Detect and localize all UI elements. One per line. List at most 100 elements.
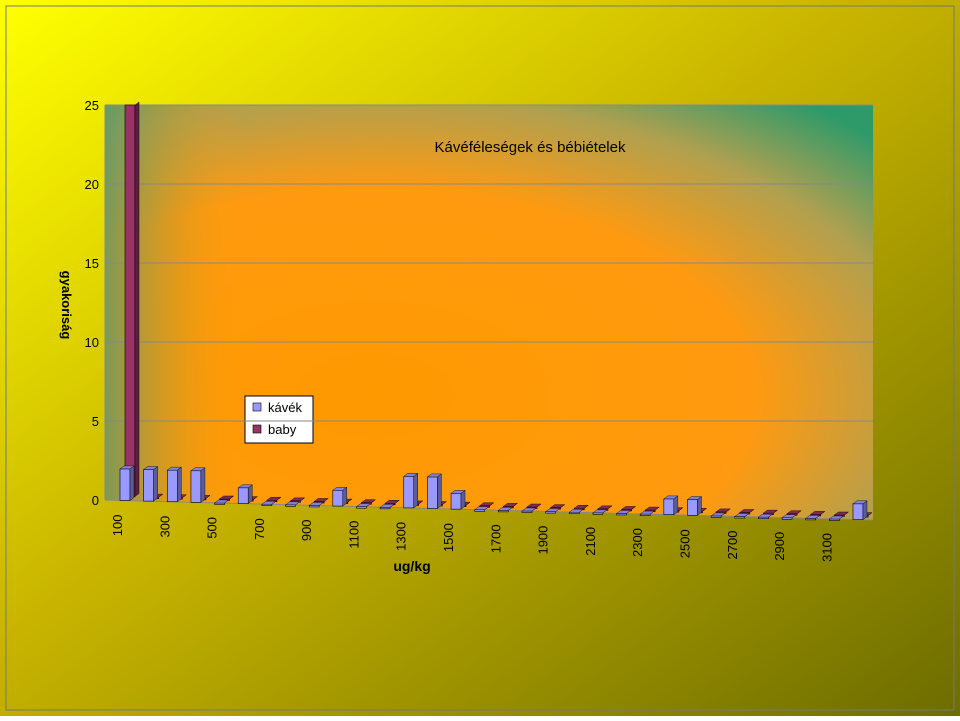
bar-top (479, 502, 495, 506)
bar-side (177, 466, 182, 503)
x-tick-label: 700 (252, 518, 267, 540)
bar (308, 505, 320, 508)
legend-swatch (252, 402, 262, 412)
bar (143, 469, 154, 502)
legend-swatch (252, 424, 262, 434)
x-tick-label: 900 (299, 519, 314, 541)
bar (237, 487, 249, 504)
bar-top (810, 511, 826, 515)
bar (852, 503, 864, 520)
bar-top (592, 509, 608, 514)
bar-top (190, 467, 206, 471)
bar-side (200, 467, 206, 503)
bar-top (313, 498, 329, 502)
bar (450, 493, 462, 510)
bar-top (403, 473, 419, 477)
bar (616, 513, 627, 516)
bar-top (289, 497, 306, 502)
bar-side (673, 495, 679, 516)
bar-top (360, 499, 377, 503)
x-tick-label: 1100 (346, 521, 361, 549)
bar-top (213, 499, 230, 504)
bar-top (686, 496, 703, 500)
bar (687, 499, 698, 516)
x-tick-label: 500 (205, 517, 220, 539)
bar (379, 506, 391, 510)
bar-top (710, 512, 726, 517)
bar (285, 504, 296, 507)
bar-top (620, 506, 637, 510)
bar-top (119, 465, 135, 470)
bar-top (550, 504, 566, 508)
x-tick-label: 1300 (394, 522, 409, 551)
bar-side (248, 484, 253, 504)
bar-top (805, 515, 821, 519)
x-tick-label: 1900 (536, 526, 551, 555)
x-tick-label: 2100 (583, 527, 598, 556)
legend-box (244, 395, 314, 444)
y-axis-title: gyakoriság (59, 271, 74, 340)
bar-side (153, 466, 158, 502)
bar (356, 506, 367, 509)
bar (568, 511, 580, 515)
bar-top (450, 490, 466, 494)
bar (781, 517, 793, 520)
bar (758, 516, 769, 519)
bar-top (474, 506, 490, 510)
y-tick-label: 15 (85, 256, 99, 271)
bar-top (663, 495, 679, 500)
bar (829, 518, 840, 521)
bar-top (266, 497, 282, 501)
bar-side (697, 496, 702, 516)
bar-top (284, 501, 301, 506)
bar-top (762, 509, 779, 514)
bar (734, 516, 746, 519)
x-tick-label: 1500 (441, 523, 456, 552)
y-tick-label: 0 (92, 493, 99, 508)
bar-top (615, 510, 632, 514)
bar (545, 511, 556, 514)
bar-top (573, 505, 589, 509)
y-tick-label: 5 (92, 414, 99, 429)
bar-side (437, 473, 442, 509)
x-axis-title: ug/kg (393, 558, 430, 574)
bar-top (757, 513, 774, 518)
bar-top (644, 506, 660, 511)
bar (663, 498, 675, 515)
bar-top (597, 505, 613, 510)
y-tick-label: 10 (85, 335, 99, 350)
bar-top (739, 509, 755, 513)
bar (214, 502, 225, 505)
bar-top (143, 466, 159, 470)
bar (124, 104, 136, 497)
bar-top (261, 501, 277, 505)
bar (190, 470, 202, 503)
x-tick-label: 2700 (725, 531, 740, 560)
bar-side (129, 465, 135, 501)
bar-top (379, 504, 395, 508)
bar-top (568, 509, 584, 513)
bar-top (502, 503, 518, 507)
bar-top (781, 514, 797, 518)
bar (710, 515, 722, 518)
bar-top (497, 507, 513, 511)
x-tick-label: 2900 (772, 532, 787, 561)
bar-top (218, 495, 235, 500)
bar-top (852, 500, 868, 505)
bar-top (166, 466, 182, 471)
bar-top (786, 510, 802, 514)
bar-top (355, 503, 372, 507)
bar (805, 518, 817, 521)
chart-title: Kávéféleségek és bébiételek (435, 139, 626, 156)
bar-side (134, 101, 140, 497)
bar (427, 476, 438, 509)
bar (498, 510, 509, 513)
bar (166, 469, 178, 503)
bar-top (833, 511, 849, 516)
legend: kávék baby (244, 395, 314, 444)
bar-top (526, 503, 542, 508)
x-tick-label: 1700 (488, 524, 503, 553)
legend-label: baby (268, 422, 297, 437)
bar (474, 509, 485, 512)
